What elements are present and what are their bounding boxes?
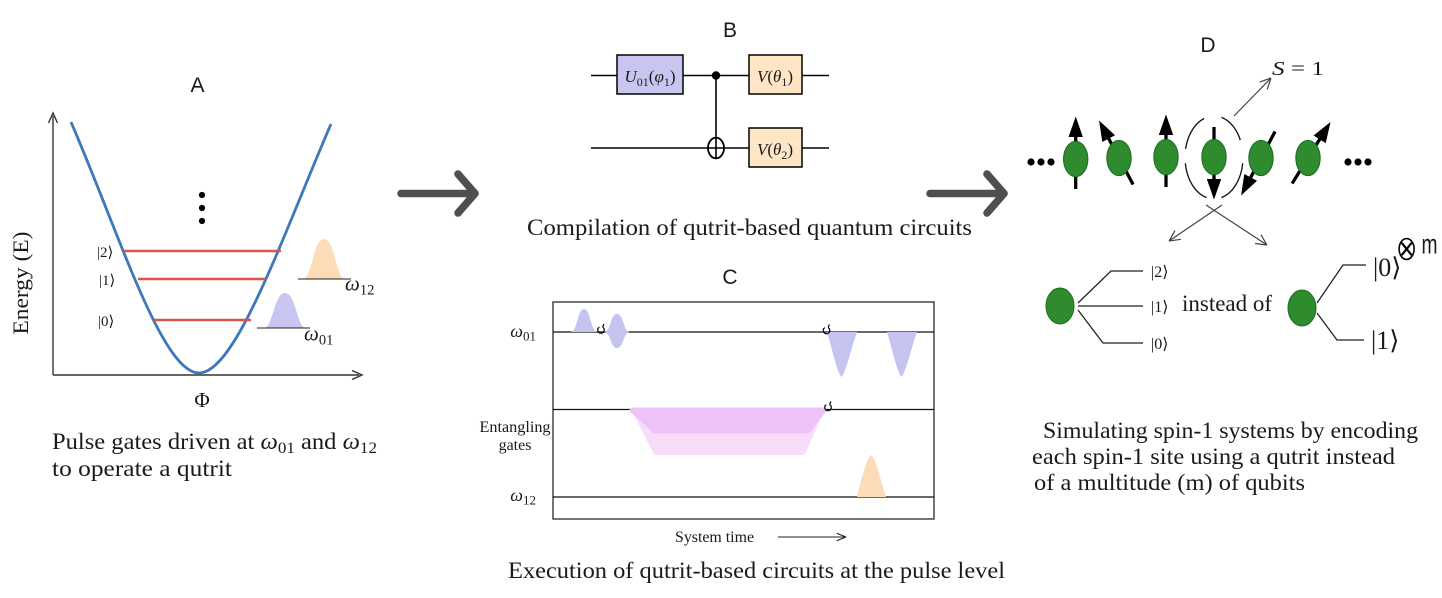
svg-text:Entangling: Entangling bbox=[480, 419, 551, 436]
svg-text:|2⟩: |2⟩ bbox=[97, 245, 113, 261]
svg-text:V(θ1): V(θ1) bbox=[757, 67, 793, 89]
svg-text:B: B bbox=[723, 19, 737, 42]
svg-text:gates: gates bbox=[499, 437, 532, 454]
svg-text:Pulse gates driven at ω01 and: Pulse gates driven at ω01 and ω12 bbox=[52, 429, 377, 457]
svg-text:Φ: Φ bbox=[194, 388, 209, 412]
svg-text:Execution of qutrit-based circ: Execution of qutrit-based circuits at th… bbox=[508, 558, 1005, 583]
svg-text:|2⟩: |2⟩ bbox=[1151, 264, 1168, 281]
svg-text:|1⟩: |1⟩ bbox=[1371, 326, 1399, 355]
svg-text:|1⟩: |1⟩ bbox=[1151, 299, 1168, 316]
svg-text:each spin-1 site using a qutri: each spin-1 site using a qutrit instead bbox=[1032, 444, 1396, 469]
svg-text:A: A bbox=[190, 74, 204, 97]
svg-text:m: m bbox=[1422, 229, 1438, 260]
svg-text:S = 1: S = 1 bbox=[1272, 58, 1324, 80]
svg-text:Simulating spin-1 systems by e: Simulating spin-1 systems by encoding bbox=[1043, 418, 1419, 443]
svg-text:of a multitude (m) of qubits: of a multitude (m) of qubits bbox=[1034, 470, 1305, 495]
svg-text:to operate a qutrit: to operate a qutrit bbox=[52, 456, 233, 481]
svg-text:C: C bbox=[722, 266, 737, 289]
svg-text:System time: System time bbox=[675, 529, 754, 546]
svg-text:instead of: instead of bbox=[1182, 291, 1272, 316]
svg-text:D: D bbox=[1200, 34, 1215, 57]
svg-text:|0⟩: |0⟩ bbox=[1151, 336, 1168, 353]
svg-text:|1⟩: |1⟩ bbox=[99, 273, 115, 289]
svg-text:Energy (E): Energy (E) bbox=[8, 232, 33, 335]
svg-text:|0⟩: |0⟩ bbox=[1373, 253, 1401, 282]
svg-text:|0⟩: |0⟩ bbox=[98, 314, 114, 330]
svg-text:Compilation of qutrit-based qu: Compilation of qutrit-based quantum circ… bbox=[527, 215, 972, 240]
svg-text:V(θ2): V(θ2) bbox=[757, 140, 793, 162]
